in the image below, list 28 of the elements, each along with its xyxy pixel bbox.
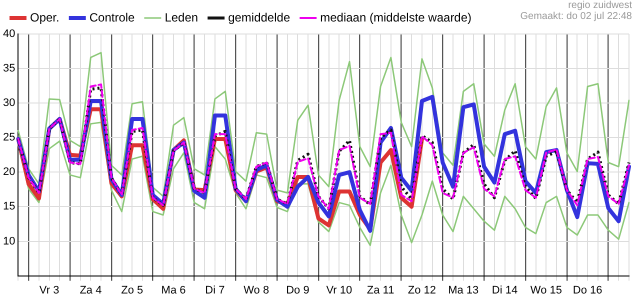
x-tick-label: Zo 12 xyxy=(408,284,436,296)
legend-label: Oper. xyxy=(30,10,60,24)
legend-label: mediaan (middelste waarde) xyxy=(320,10,472,24)
x-tick-label: Wo 8 xyxy=(244,284,270,296)
y-tick-label: 25 xyxy=(2,132,16,144)
x-tick-label: Vr 10 xyxy=(326,284,352,296)
x-tick-label: Ma 6 xyxy=(161,284,186,296)
text: Gemaakt: do 02 jul 22:48 xyxy=(520,11,632,22)
x-tick-label: Di 7 xyxy=(205,284,225,296)
x-tick-label: Za 4 xyxy=(80,284,102,296)
x-tick-label: Za 11 xyxy=(366,284,394,296)
x-tick-label: Ma 13 xyxy=(448,284,479,296)
x-tick-label: Do 16 xyxy=(572,284,602,296)
y-tick-label: 15 xyxy=(2,200,16,213)
x-tick-label: Zo 5 xyxy=(121,284,144,296)
y-tick-label: 20 xyxy=(2,166,16,178)
x-tick-label: Wo 15 xyxy=(530,284,562,296)
x-tick-label: Do 9 xyxy=(286,284,310,296)
legend-label: Controle xyxy=(89,10,136,24)
x-tick-label: Di 14 xyxy=(492,284,518,296)
text: regio zuidwest xyxy=(567,0,632,11)
y-tick-label: 35 xyxy=(2,62,16,75)
y-tick-label: 30 xyxy=(2,97,16,110)
y-tick-label: 40 xyxy=(2,28,16,40)
legend-label: Leden xyxy=(164,10,198,24)
x-tick-label: Vr 3 xyxy=(39,284,60,296)
legend-label: gemiddelde xyxy=(228,10,290,24)
y-tick-label: 10 xyxy=(2,235,16,248)
